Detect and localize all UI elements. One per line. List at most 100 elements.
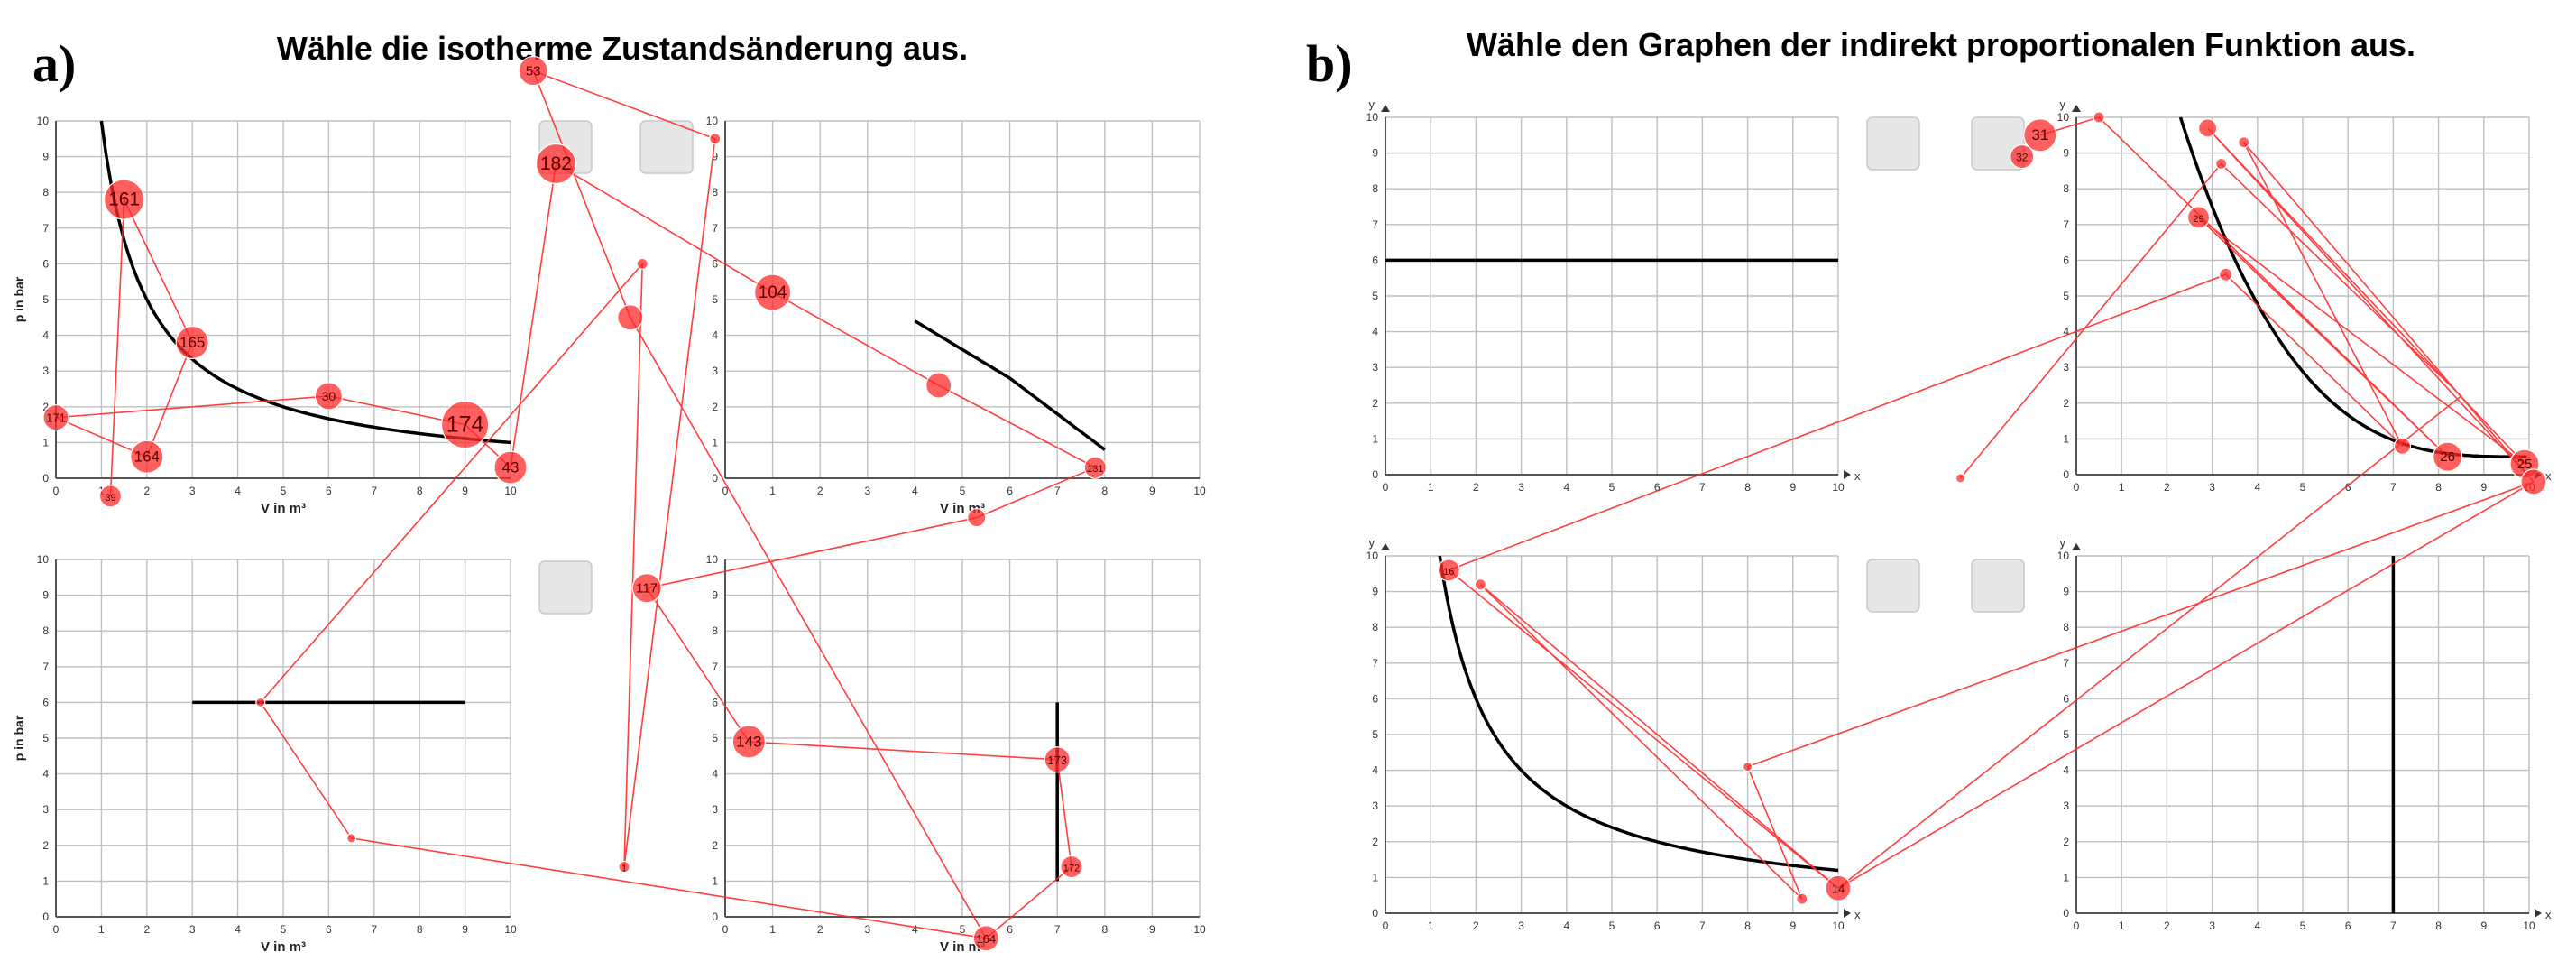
y-tick-label: 2 [42, 839, 49, 852]
y-tick-label: 1 [1372, 432, 1378, 445]
x-tick-label: 3 [1518, 481, 1524, 494]
fixation-marker [2520, 468, 2547, 495]
fixation-marker [535, 143, 577, 185]
y-tick-label: 0 [1372, 907, 1378, 920]
fixation-marker [98, 485, 123, 508]
x-tick-label: 5 [1609, 920, 1615, 932]
y-tick-label: 8 [42, 624, 49, 637]
y-tick-label: 10 [37, 115, 50, 127]
x-tick-label: 7 [371, 485, 377, 497]
x-tick-label: 10 [1832, 481, 1845, 494]
fixation-label: 171 [46, 411, 66, 425]
x-tick-label: 2 [2164, 920, 2170, 932]
x-tick-label: 0 [2074, 481, 2080, 494]
y-tick-label: 4 [42, 329, 49, 342]
fixation-marker [518, 55, 548, 87]
y-axis-arrow [1381, 543, 1390, 550]
y-tick-label: 1 [712, 874, 718, 887]
x-tick-label: 2 [143, 923, 150, 936]
fixation-marker [617, 304, 644, 331]
y-tick-label: 9 [42, 589, 49, 602]
x-tick-label: 9 [1789, 481, 1796, 494]
chart-b-bottom-left: 0 1 2 3 4 5 6 7 8 9 10 0 1 2 3 4 5 6 7 8 9 10 x y [1366, 536, 1861, 932]
fixation-marker [2010, 143, 2035, 170]
fixation-label: 39 [105, 493, 115, 504]
y-tick-label: 5 [1372, 728, 1378, 741]
y-tick-label: 6 [42, 257, 49, 270]
y-tick-label: 1 [712, 436, 718, 448]
y-tick-label: 2 [712, 401, 718, 413]
x-tick-label: 9 [462, 485, 468, 497]
x-tick-label: 4 [2254, 920, 2260, 932]
y-tick-label: 4 [2063, 326, 2069, 338]
x-tick-label: 4 [2254, 481, 2260, 494]
x-axis-label: V in m³ [940, 939, 985, 955]
fixation-label: 165 [179, 334, 205, 351]
y-tick-label: 7 [1372, 218, 1378, 231]
y-tick-label: 8 [712, 624, 718, 637]
x-tick-label: 5 [960, 485, 966, 497]
y-tick-label: 3 [1372, 361, 1378, 374]
x-tick-label: 5 [281, 923, 287, 936]
y-tick-label: 3 [2063, 361, 2069, 374]
fixation-marker [618, 860, 630, 874]
y-tick-label: 3 [42, 365, 49, 377]
fixation-label: 16 [1443, 567, 1454, 578]
x-tick-label: 10 [2523, 920, 2535, 932]
function-curve [1438, 555, 1839, 873]
y-tick-label: 8 [1372, 621, 1378, 633]
fixation-marker [1060, 855, 1083, 879]
y-tick-label: 1 [2063, 871, 2069, 883]
fixation-label: 29 [2193, 214, 2203, 225]
x-tick-label: 0 [1383, 920, 1389, 932]
y-tick-label: 10 [37, 553, 50, 566]
chart-b-bottom-right: 0 1 2 3 4 5 6 7 8 9 10 0 1 2 3 4 5 6 7 8 9 10 x y [2057, 536, 2552, 932]
x-tick-label: 6 [326, 485, 332, 497]
y-tick-label: 10 [1366, 550, 1379, 562]
y-tick-label: 10 [706, 553, 719, 566]
x-tick-label: 0 [722, 923, 729, 936]
answer-checkbox [639, 120, 694, 174]
fixation-marker [636, 257, 649, 270]
answer-checkbox [1866, 559, 1920, 613]
y-tick-label: 6 [42, 696, 49, 708]
x-tick-label: 0 [1383, 481, 1389, 494]
y-tick-label: 2 [42, 401, 49, 413]
fixation-marker [1825, 874, 1852, 901]
x-axis-label: V in m³ [261, 501, 306, 516]
y-tick-label: 2 [2063, 836, 2069, 848]
x-tick-label: 1 [1428, 920, 1434, 932]
x-tick-label: 5 [281, 485, 287, 497]
y-tick-label: 10 [2057, 550, 2070, 562]
y-tick-label: 6 [712, 257, 718, 270]
x-tick-label: 5 [2300, 920, 2306, 932]
y-axis-arrow [1381, 105, 1390, 112]
x-axis-label: x [2545, 469, 2552, 483]
fixation-marker [1437, 559, 1460, 582]
fixation-marker [2023, 118, 2057, 153]
x-tick-label: 8 [417, 923, 423, 936]
x-tick-label: 10 [504, 923, 517, 936]
y-tick-label: 6 [2063, 692, 2069, 705]
fixation-marker [255, 697, 266, 708]
y-tick-label: 9 [712, 151, 718, 163]
fixation-marker [130, 439, 164, 474]
fixation-label: 104 [759, 283, 787, 302]
answer-checkbox [1971, 559, 2025, 613]
y-tick-label: 6 [1372, 692, 1378, 705]
y-tick-label: 9 [2063, 586, 2069, 598]
y-tick-label: 2 [712, 839, 718, 852]
x-tick-label: 5 [960, 923, 966, 936]
x-axis-arrow [2535, 909, 2542, 918]
y-tick-label: 9 [1372, 147, 1378, 160]
x-tick-label: 1 [2119, 920, 2125, 932]
function-curve [914, 319, 1106, 451]
y-tick-label: 0 [42, 472, 49, 485]
x-tick-label: 2 [817, 923, 823, 936]
x-tick-label: 3 [2209, 920, 2215, 932]
x-tick-label: 6 [1007, 485, 1013, 497]
x-tick-label: 10 [1193, 923, 1206, 936]
y-tick-label: 8 [2063, 182, 2069, 195]
x-tick-label: 6 [1007, 923, 1013, 936]
